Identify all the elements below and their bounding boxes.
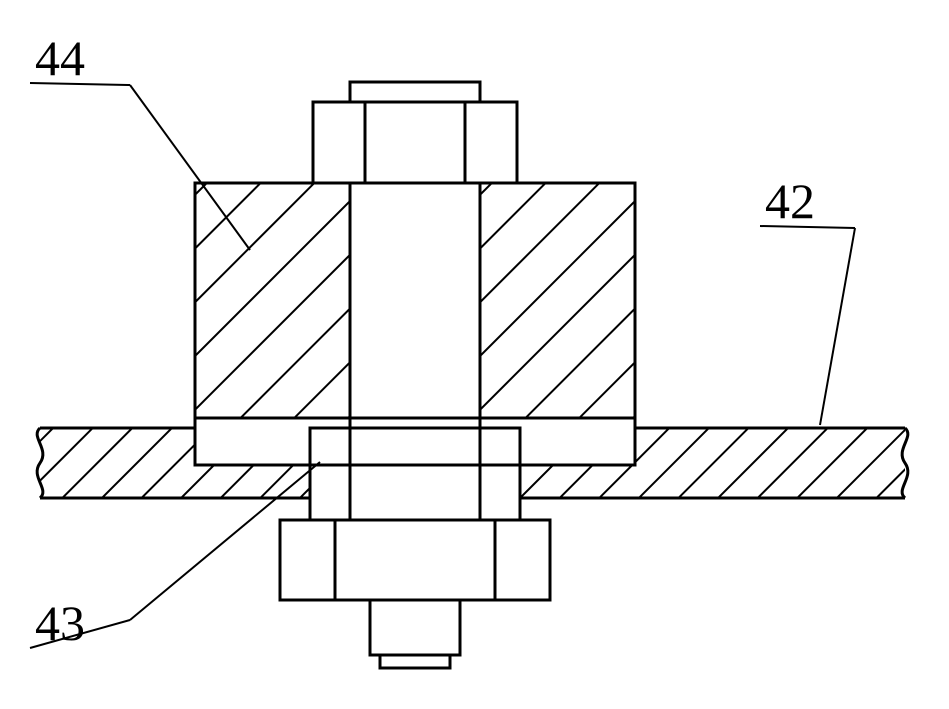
label-42: 42 bbox=[765, 173, 815, 229]
label-44: 44 bbox=[35, 30, 85, 86]
label-43: 43 bbox=[35, 595, 85, 651]
